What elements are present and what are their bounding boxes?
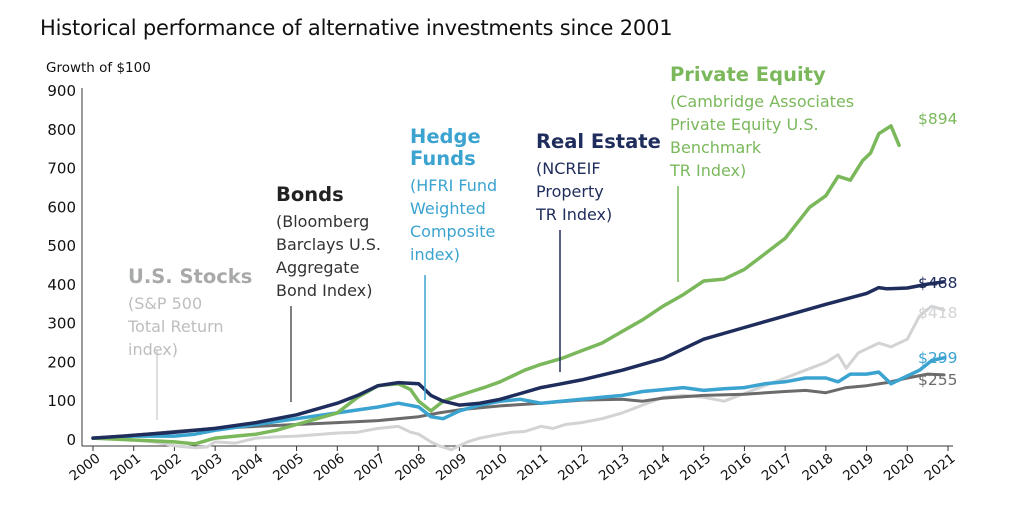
- end-value-label: $894: [918, 110, 957, 128]
- series-subtitle-label: (Cambridge Associates: [670, 92, 854, 111]
- series-line-real-estate: [91, 280, 946, 440]
- annotation-private-equity: Private Equity (Cambridge Associates Priva…: [669, 63, 854, 282]
- y-tick-label: 500: [47, 237, 76, 255]
- x-tick-label: 2010: [474, 451, 511, 485]
- end-value-label: $299: [918, 349, 957, 367]
- y-tick-label: 200: [47, 353, 76, 371]
- series-subtitle-label: (HFRI Fund: [410, 176, 497, 195]
- x-tick-label: 2008: [392, 451, 429, 485]
- x-tick-label: 2017: [759, 451, 796, 485]
- x-tick-label: 2003: [189, 451, 226, 485]
- x-tick-label: 2001: [107, 451, 144, 485]
- series-subtitle-label: index): [128, 340, 178, 359]
- labels-layer: Growth of $100 $418 $255 $299 $488 $894: [46, 60, 957, 389]
- annotation-u-s-stocks: U.S. Stocks (S&P 500 Total Return index): [127, 265, 252, 420]
- series-name-label: Private Equity: [670, 63, 826, 86]
- x-tick-label: 2004: [229, 451, 266, 485]
- series-subtitle-label: Property: [536, 182, 604, 201]
- series-subtitle-label: (Bloomberg: [276, 212, 369, 231]
- annotations-layer: U.S. Stocks (S&P 500 Total Return index) Bon…: [127, 63, 854, 420]
- series-subtitle-label: Total Return: [127, 317, 224, 336]
- y-tick-label: 300: [47, 315, 76, 333]
- y-tick-label: 700: [47, 160, 76, 178]
- x-tick-label: 2005: [270, 451, 307, 485]
- x-tick-label: 2000: [67, 451, 104, 485]
- series-name-label: U.S. Stocks: [128, 265, 252, 288]
- x-tick-label: 2012: [555, 451, 592, 485]
- x-tick-label: 2009: [433, 451, 470, 485]
- series-subtitle-label: (NCREIF: [536, 159, 601, 178]
- end-value-label: $255: [918, 371, 957, 389]
- series-name-label: Funds: [410, 147, 476, 170]
- y-tick-label: 0: [66, 431, 76, 449]
- series-line-hedge-funds: [91, 356, 946, 440]
- series-subtitle-label: Benchmark: [670, 138, 762, 157]
- series-layer: [91, 124, 946, 452]
- series-subtitle-label: Barclays U.S.: [276, 235, 381, 254]
- end-value-label: $488: [918, 274, 957, 292]
- x-tick-label: 2002: [148, 451, 185, 485]
- series-subtitle-label: index): [410, 245, 460, 264]
- series-subtitle-label: Private Equity U.S.: [670, 115, 819, 134]
- series-subtitle-label: (S&P 500: [128, 294, 202, 313]
- x-tick-label: 2013: [596, 451, 633, 485]
- annotation-bonds: Bonds (Bloomberg Barclays U.S. Aggregate Bon…: [276, 183, 381, 402]
- series-line-u-s-stocks: [91, 304, 946, 452]
- x-tick-label: 2014: [637, 451, 674, 485]
- y-tick-label: 100: [47, 392, 76, 410]
- series-line-private-equity: [91, 124, 901, 446]
- chart-title: Historical performance of alternative in…: [40, 16, 673, 40]
- annotation-real-estate: Real Estate (NCREIF Property TR Index): [535, 130, 661, 372]
- series-line-bonds: [91, 372, 946, 440]
- series-subtitle-label: Composite: [410, 222, 495, 241]
- series-name-label: Bonds: [276, 183, 344, 206]
- series-subtitle-label: TR Index): [535, 205, 612, 224]
- x-tick-label: 2016: [718, 451, 755, 485]
- series-subtitle-label: Bond Index): [276, 281, 372, 300]
- x-tick-label: 2007: [352, 451, 389, 485]
- y-tick-label: 400: [47, 276, 76, 294]
- x-tick-label: 2006: [311, 451, 348, 485]
- x-tick-label: 2020: [881, 451, 918, 485]
- y-tick-label: 600: [47, 198, 76, 216]
- y-axis-label: Growth of $100: [46, 60, 151, 76]
- series-subtitle-label: Weighted: [410, 199, 486, 218]
- series-subtitle-label: Aggregate: [276, 258, 359, 277]
- x-tick-label: 2019: [840, 451, 877, 485]
- y-tick-label: 900: [47, 82, 76, 100]
- x-tick-label: 2021: [922, 451, 959, 485]
- x-tick-label: 2011: [514, 451, 551, 485]
- series-name-label: Real Estate: [536, 130, 661, 153]
- series-name-label: Hedge: [410, 125, 481, 148]
- end-value-label: $418: [918, 304, 957, 322]
- x-tick-label: 2015: [677, 451, 714, 485]
- x-tick-label: 2018: [799, 451, 836, 485]
- series-subtitle-label: TR Index): [669, 161, 746, 180]
- y-tick-label: 800: [47, 121, 76, 139]
